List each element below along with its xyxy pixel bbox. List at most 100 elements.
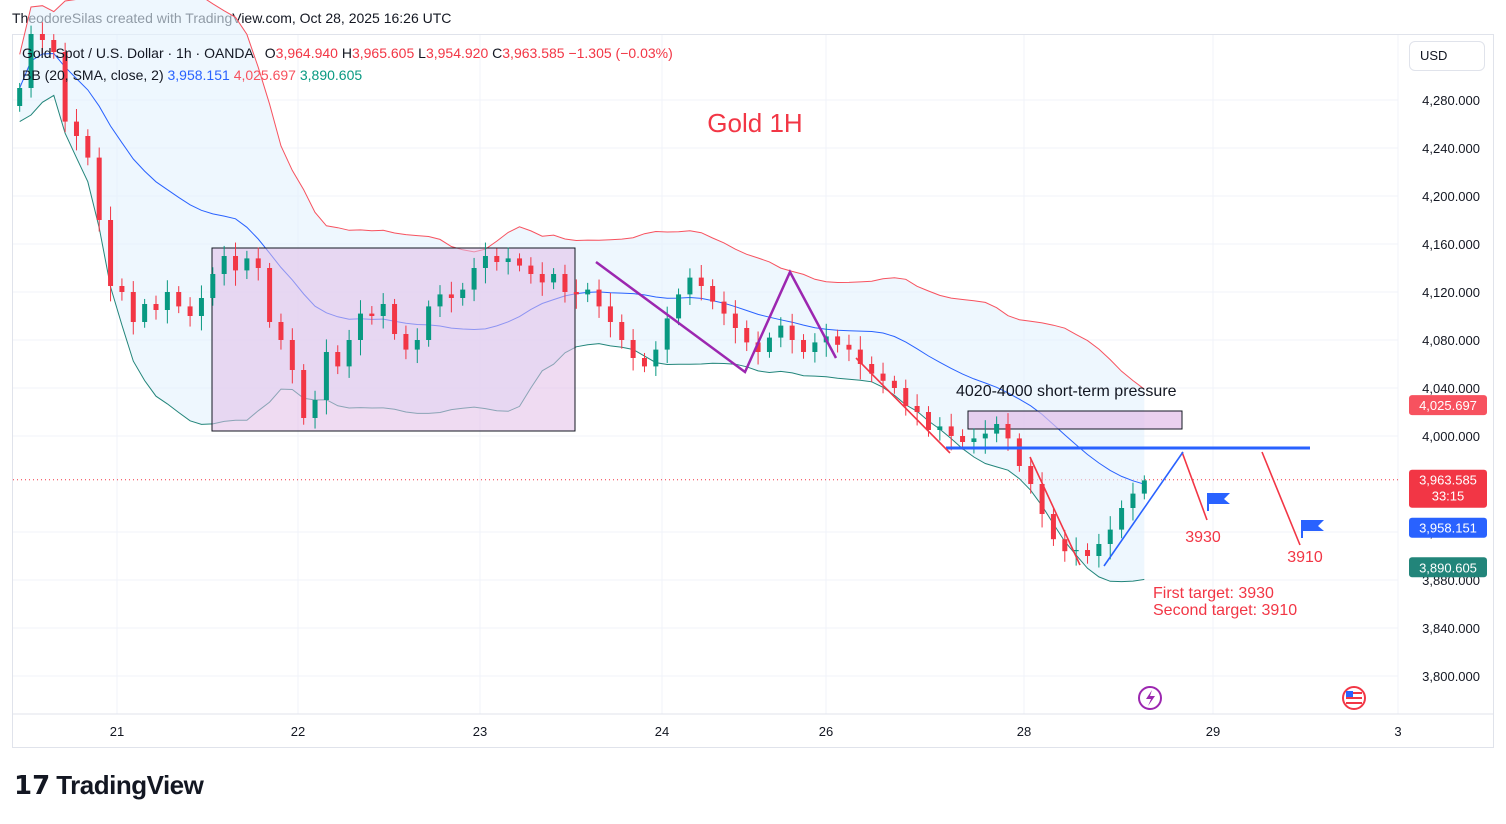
candle-body <box>619 322 625 340</box>
x-tick-label: 3 <box>1394 724 1401 739</box>
candle-body <box>812 342 818 352</box>
candle-body <box>403 334 409 350</box>
symbol-legend[interactable]: Gold Spot / U.S. Dollar · 1h · OANDA O3,… <box>22 45 673 61</box>
candle-body <box>1107 529 1113 544</box>
target1-flag-icon <box>1208 493 1230 504</box>
candle-body <box>1062 539 1068 552</box>
candle-body <box>323 352 329 400</box>
tradingview-logo[interactable]: 𝟭𝟳 TradingView <box>14 770 204 801</box>
candle-body <box>1050 514 1056 540</box>
candle-body <box>664 318 670 350</box>
target1-label: 3930 <box>1185 529 1221 546</box>
candle-body <box>119 286 125 292</box>
candle-body <box>335 352 341 367</box>
candle-body <box>585 289 591 295</box>
bollinger-bands <box>19 0 1145 583</box>
blue-projection <box>1103 451 1184 567</box>
candle-body <box>880 373 886 381</box>
basis-tag: 3,958.151 <box>1419 521 1477 536</box>
candle-body <box>414 340 420 350</box>
tradingview-logo-icon: 𝟭𝟳 <box>14 770 51 800</box>
red-arrow-target2 <box>1261 451 1301 546</box>
candle-body <box>426 306 432 340</box>
candle-body <box>698 277 704 286</box>
pressure-zone-box <box>967 410 1183 430</box>
lower-band-tag-bg <box>1409 557 1487 578</box>
high-label: H <box>341 45 352 61</box>
currency-button[interactable]: USD <box>1409 41 1485 71</box>
candle-body <box>471 268 477 290</box>
candle-body <box>380 304 386 316</box>
candle-body <box>130 292 136 322</box>
y-tick-label: 4,280.000 <box>1422 93 1480 108</box>
candle-body <box>51 40 57 52</box>
candle-body <box>562 274 568 292</box>
candle-body <box>1005 424 1011 439</box>
y-tick-label: 3,800.000 <box>1422 669 1480 684</box>
red-arrow-1 <box>855 357 951 454</box>
x-tick-label: 21 <box>110 724 124 739</box>
high-value: 3,965.605 <box>351 45 415 61</box>
lower-band-tag: 3,890.605 <box>1419 560 1477 575</box>
candle-body <box>210 274 216 298</box>
candle-body <box>187 306 193 316</box>
candle-body <box>835 336 841 345</box>
y-tick-label: 4,240.000 <box>1422 141 1480 156</box>
candle-body <box>630 340 636 358</box>
candle-body <box>448 294 454 298</box>
candle-body <box>28 34 34 88</box>
indicator-legend[interactable]: BB (20, SMA, close, 2) 3,958.151 4,025.6… <box>22 67 362 83</box>
targets-line2: Second target: 3910 <box>1153 602 1297 619</box>
chart-title: Gold 1H <box>707 108 802 138</box>
bb-upper-value: 4,025.697 <box>233 67 296 83</box>
lightning-glyph-icon <box>1146 690 1155 706</box>
candle-body <box>891 380 897 388</box>
candle-body <box>392 304 398 334</box>
bb-upper-line <box>19 0 1145 390</box>
candle-body <box>687 277 693 295</box>
candle-body <box>1039 484 1045 514</box>
candle-body <box>267 268 273 322</box>
y-tick-label: 4,200.000 <box>1422 189 1480 204</box>
candle-body <box>108 220 114 286</box>
candle-body <box>1141 480 1147 494</box>
x-tick-label: 22 <box>291 724 305 739</box>
candle-body <box>551 274 557 283</box>
candle-body <box>925 412 931 430</box>
candle-body <box>1016 438 1022 466</box>
bb-basis-line <box>19 52 1145 485</box>
candle-body <box>153 304 159 310</box>
last-price-tag: 3,963.585 <box>1419 473 1477 488</box>
bb-fill <box>19 0 1145 582</box>
candle-body <box>312 400 318 418</box>
upper-band-tag: 4,025.697 <box>1419 398 1477 413</box>
candle-body <box>1073 550 1079 552</box>
upper-band-tag-bg <box>1409 395 1487 416</box>
candle-body <box>573 292 579 295</box>
candle-body <box>198 298 204 316</box>
bb-basis-value: 3,958.151 <box>167 67 230 83</box>
candle-body <box>164 292 170 310</box>
purple-zigzag <box>595 260 838 374</box>
candle-body <box>1096 544 1102 556</box>
target2-flag-icon <box>1302 520 1324 531</box>
countdown-label: 33:15 <box>1432 489 1465 504</box>
candle-body <box>596 289 602 307</box>
candle-body <box>710 286 716 302</box>
pressure-label: 4020-4000 short-term pressure <box>956 383 1177 400</box>
candle-body <box>1085 550 1091 556</box>
tradingview-logo-text: TradingView <box>56 770 204 800</box>
us-flag-canton-icon <box>1346 691 1353 697</box>
candle-body <box>721 301 727 314</box>
candle-body <box>857 349 863 364</box>
last-price-tag-bg <box>1409 469 1487 508</box>
candle-body <box>937 426 943 430</box>
candle-body <box>778 325 784 338</box>
us-flag-stripe-icon <box>1346 692 1362 694</box>
candle-body <box>676 294 682 319</box>
red-arrow-2 <box>1029 456 1081 566</box>
candle-body <box>369 313 375 316</box>
candle-body <box>539 274 545 283</box>
